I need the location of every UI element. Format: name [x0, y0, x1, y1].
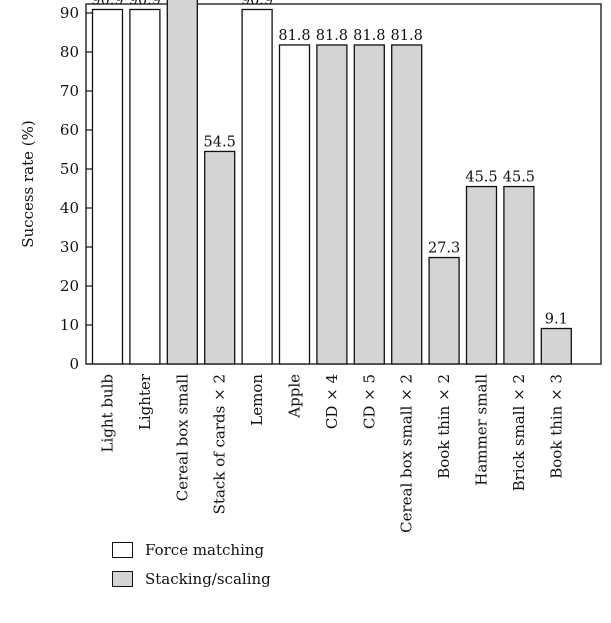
data-label-lemon: 90.9: [241, 0, 273, 8]
x-tick-label-lemon: Lemon: [248, 374, 266, 426]
y-tick-label-30: 30: [60, 238, 79, 256]
bar-light-bulb: [91, 8, 124, 365]
y-tick-label-40: 40: [60, 199, 79, 217]
bar-cereal-box-small-x-2: [391, 44, 423, 365]
legend-item-stacking-scaling: Stacking/scaling: [112, 564, 271, 593]
legend-label-stacking-scaling: Stacking/scaling: [145, 569, 271, 588]
y-tick-label-60: 60: [60, 121, 79, 139]
data-label-hammer-small: 45.5: [465, 170, 497, 186]
bar-brick-small-x-2: [503, 185, 535, 365]
bar-apple: [278, 44, 311, 365]
x-tick-label-hammer-small: Hammer small: [473, 374, 491, 486]
legend-swatch-force-matching: [112, 541, 133, 558]
data-label-cd-x-4: 81.8: [316, 28, 348, 44]
x-tick-label-cereal-box-small: Cereal box small: [173, 374, 191, 501]
bar-lemon: [241, 8, 273, 365]
bar-cd-x-5: [353, 44, 385, 365]
bar-hammer-small: [465, 185, 498, 365]
x-tick-label-brick-small-x-2: Brick small × 2: [510, 374, 528, 491]
bar-cd-x-4: [316, 44, 348, 365]
y-tick-label-70: 70: [60, 82, 79, 100]
data-label-lighter: 90.9: [129, 0, 161, 8]
x-tick-label-cd-x-4: CD × 4: [323, 374, 341, 429]
legend-item-force-matching: Force matching: [112, 535, 271, 564]
y-axis-title: Success rate (%): [19, 120, 37, 248]
legend-swatch-stacking-scaling: [112, 570, 133, 587]
data-label-brick-small-x-2: 45.5: [503, 170, 535, 186]
bar-cereal-box-small: [166, 0, 198, 365]
data-label-book-thin-x-2: 27.3: [428, 241, 460, 257]
y-tick-label-80: 80: [60, 43, 79, 61]
chart-legend: Force matching Stacking/scaling: [112, 535, 271, 593]
y-tick-label-20: 20: [60, 277, 79, 295]
x-tick-label-stack-of-cards-x-2: Stack of cards × 2: [211, 374, 229, 514]
x-tick-label-lighter: Lighter: [136, 373, 154, 430]
legend-label-force-matching: Force matching: [145, 540, 265, 559]
bar-stack-of-cards-x-2: [204, 150, 236, 365]
bar-book-thin-x-2: [428, 256, 460, 365]
x-tick-label-cereal-box-small-x-2: Cereal box small × 2: [398, 374, 416, 533]
x-tick-label-book-thin-x-2: Book thin × 2: [435, 374, 453, 479]
data-label-cd-x-5: 81.8: [353, 28, 385, 44]
x-tick-label-apple: Apple: [286, 374, 304, 419]
y-tick-label-0: 0: [69, 355, 79, 373]
data-label-light-bulb: 90.9: [91, 0, 123, 8]
x-tick-label-book-thin-x-3: Book thin × 3: [547, 374, 565, 479]
y-tick-label-10: 10: [60, 316, 79, 334]
bar-book-thin-x-3: [540, 327, 572, 365]
chart-bars: [91, 0, 572, 365]
data-label-apple: 81.8: [278, 28, 310, 44]
data-label-stack-of-cards-x-2: 54.5: [204, 134, 236, 150]
data-label-book-thin-x-3: 9.1: [545, 312, 568, 328]
y-tick-label-90: 90: [60, 4, 79, 22]
bar-lighter: [129, 8, 161, 365]
data-label-cereal-box-small-x-2: 81.8: [391, 28, 423, 44]
y-tick-label-50: 50: [60, 160, 79, 178]
x-tick-label-light-bulb: Light bulb: [99, 374, 117, 452]
x-tick-label-cd-x-5: CD × 5: [360, 374, 378, 429]
